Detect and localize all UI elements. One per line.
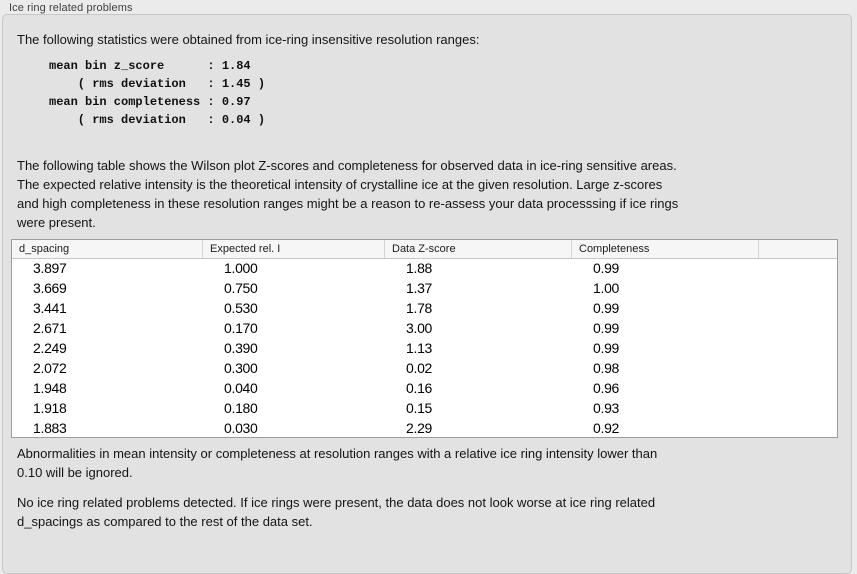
- table-cell: 0.170: [224, 320, 258, 336]
- stats-monospace-block: mean bin z_score : 1.84 ( rms deviation …: [49, 59, 266, 127]
- column-header-spacer[interactable]: [759, 240, 837, 258]
- table-cell: 1.88: [406, 260, 433, 276]
- table-header: d_spacing Expected rel. I Data Z-score Comp…: [12, 240, 837, 259]
- table-cell: [759, 279, 837, 299]
- table-row[interactable]: 2.072 0.300 0.02 0.98: [12, 359, 837, 379]
- ice-ring-group-box: The following statistics were obtained f…: [2, 14, 852, 574]
- table-cell: 1.13: [406, 340, 433, 356]
- table-row[interactable]: 2.671 0.170 3.00 0.99: [12, 319, 837, 339]
- table-cell: 0.16: [406, 380, 433, 396]
- table-cell: 0.030: [224, 420, 258, 436]
- table-cell: 2.671: [33, 320, 67, 336]
- table-cell: 0.98: [593, 360, 620, 376]
- table-cell: 0.92: [593, 420, 620, 436]
- table-cell: 1.000: [224, 260, 258, 276]
- table-row[interactable]: 3.669 0.750 1.37 1.00: [12, 279, 837, 299]
- table-cell: 0.02: [406, 360, 433, 376]
- table-cell: 3.441: [33, 300, 67, 316]
- table-row[interactable]: 3.897 1.000 1.88 0.99: [12, 259, 837, 279]
- abnormalities-note-text: Abnormalities in mean intensity or compl…: [17, 446, 658, 480]
- table-cell: 0.15: [406, 400, 433, 416]
- table-row[interactable]: 1.918 0.180 0.15 0.93: [12, 399, 837, 419]
- table-cell: 0.99: [593, 260, 620, 276]
- table-cell: 0.390: [224, 340, 258, 356]
- table-cell: [759, 419, 837, 437]
- table-cell: 0.300: [224, 360, 258, 376]
- table-row[interactable]: 2.249 0.390 1.13 0.99: [12, 339, 837, 359]
- column-header-expected-rel-i[interactable]: Expected rel. I: [203, 240, 385, 258]
- table-description-text: The following table shows the Wilson plo…: [17, 158, 679, 230]
- table-body: 3.897 1.000 1.88 0.99 3.669 0.750 1.37 1.00 3.44…: [12, 259, 837, 437]
- table-cell: 1.78: [406, 300, 433, 316]
- table-cell: 2.072: [33, 360, 67, 376]
- panel-title: Ice ring related problems: [9, 2, 133, 14]
- table-cell: 0.99: [593, 320, 620, 336]
- table-cell: 1.00: [593, 280, 620, 296]
- table-cell: [759, 319, 837, 339]
- table-cell: 0.93: [593, 400, 620, 416]
- table-cell: 0.530: [224, 300, 258, 316]
- table-cell: 3.669: [33, 280, 67, 296]
- table-row[interactable]: 1.948 0.040 0.16 0.96: [12, 379, 837, 399]
- column-header-completeness[interactable]: Completeness: [572, 240, 759, 258]
- table-cell: 0.040: [224, 380, 258, 396]
- table-cell: 3.00: [406, 320, 433, 336]
- table-cell: [759, 339, 837, 359]
- table-cell: 1.918: [33, 400, 67, 416]
- table-cell: 3.897: [33, 260, 67, 276]
- ice-ring-table: d_spacing Expected rel. I Data Z-score Comp…: [11, 239, 838, 438]
- table-row[interactable]: 1.883 0.030 2.29 0.92: [12, 419, 837, 437]
- column-header-data-z-score[interactable]: Data Z-score: [385, 240, 572, 258]
- column-header-d-spacing[interactable]: d_spacing: [12, 240, 203, 258]
- table-cell: 1.37: [406, 280, 433, 296]
- table-cell: [759, 259, 837, 279]
- table-cell: 0.99: [593, 300, 620, 316]
- table-cell: 0.99: [593, 340, 620, 356]
- table-cell: [759, 379, 837, 399]
- table-cell: 0.750: [224, 280, 258, 296]
- table-cell: 1.948: [33, 380, 67, 396]
- table-row[interactable]: 3.441 0.530 1.78 0.99: [12, 299, 837, 319]
- table-cell: [759, 399, 837, 419]
- table-cell: 0.96: [593, 380, 620, 396]
- intro-text: The following statistics were obtained f…: [17, 32, 480, 47]
- table-cell: 2.249: [33, 340, 67, 356]
- conclusion-text: No ice ring related problems detected. I…: [17, 495, 656, 529]
- table-cell: 1.883: [33, 420, 67, 436]
- table-cell: [759, 359, 837, 379]
- table-cell: 2.29: [406, 420, 433, 436]
- table-cell: 0.180: [224, 400, 258, 416]
- table-cell: [759, 299, 837, 319]
